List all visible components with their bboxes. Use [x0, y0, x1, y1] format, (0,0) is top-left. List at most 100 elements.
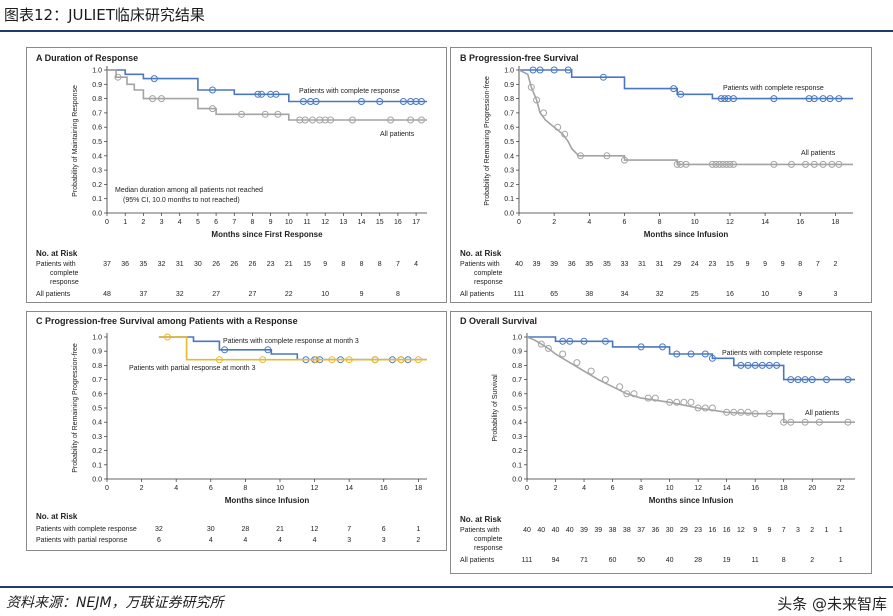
x-tick-label: 12 [321, 219, 329, 226]
y-tick-label: 0.0 [92, 211, 102, 218]
censor-mark [299, 98, 307, 105]
risk-count: 35 [585, 261, 593, 268]
x-tick-label: 16 [380, 485, 388, 492]
risk-count: 27 [212, 291, 220, 298]
risk-count: 28 [694, 557, 702, 564]
censor-mark [238, 110, 245, 118]
censor-mark [765, 361, 773, 369]
risk-count: 23 [694, 527, 702, 534]
risk-count: 40 [666, 557, 674, 564]
risk-count: 36 [121, 261, 129, 268]
censor-mark [407, 116, 415, 124]
y-tick-label: 0.1 [504, 196, 514, 203]
risk-count: 21 [285, 261, 293, 268]
series-label: All patients [805, 410, 840, 417]
risk-count: 9 [746, 261, 750, 268]
risk-count: 21 [276, 526, 284, 533]
risk-count: 24 [691, 261, 699, 268]
censor-mark [623, 390, 631, 398]
y-tick-label: 0.6 [512, 391, 522, 398]
y-tick-label: 0.4 [92, 420, 102, 427]
censor-mark [150, 75, 158, 83]
risk-count: 15 [726, 261, 734, 268]
risk-count: 30 [207, 526, 215, 533]
risk-count: 1 [825, 527, 829, 534]
censor-mark [722, 160, 730, 168]
x-tick-label: 8 [251, 219, 255, 226]
y-axis-label: Probability of Remaining Progression-fre… [72, 343, 79, 473]
risk-count: 36 [651, 527, 659, 534]
x-tick-label: 2 [552, 219, 556, 226]
censor-mark [301, 116, 309, 124]
risk-count: 6 [382, 526, 386, 533]
x-tick-label: 12 [311, 485, 319, 492]
risk-count: 31 [176, 261, 184, 268]
y-tick-label: 1.0 [512, 335, 522, 342]
x-tick-label: 14 [358, 219, 366, 226]
x-tick-label: 16 [796, 219, 804, 226]
panel-b-progression-free-survival: B Progression-free Survival 0.0 0.1 0.2 0.3 0… [450, 47, 872, 303]
risk-count: 9 [763, 261, 767, 268]
censor-mark [810, 160, 818, 168]
risk-count: 40 [552, 527, 560, 534]
risk-count: 4 [313, 537, 317, 544]
x-tick-label: 18 [832, 219, 840, 226]
censor-mark [637, 343, 645, 351]
risk-count: 30 [194, 261, 202, 268]
y-tick-label: 0.2 [504, 182, 514, 189]
risk-count: 16 [723, 527, 731, 534]
risk-table-header: No. at Risk [460, 515, 502, 524]
censor-mark [387, 116, 395, 124]
km-curve-blue [107, 69, 427, 103]
risk-row-label-line: complete [50, 270, 79, 277]
censor-mark [794, 376, 802, 384]
censor-mark [730, 408, 738, 416]
risk-count: 60 [609, 557, 617, 564]
risk-count: 71 [580, 557, 588, 564]
y-tick-label: 0.7 [512, 377, 522, 384]
risk-count: 40 [523, 527, 531, 534]
x-tick-label: 8 [658, 219, 662, 226]
censor-mark [349, 116, 356, 124]
censor-mark [673, 350, 681, 358]
x-axis-label: Months since First Response [211, 230, 323, 239]
risk-count: 8 [782, 557, 786, 564]
risk-count: 4 [414, 261, 418, 268]
risk-table-header: No. at Risk [36, 249, 78, 258]
x-tick-label: 18 [414, 485, 422, 492]
risk-count: 27 [249, 291, 257, 298]
risk-count: 32 [176, 291, 184, 298]
y-tick-label: 0.9 [92, 349, 102, 356]
censor-mark [566, 337, 574, 345]
censor-mark [577, 152, 584, 160]
x-tick-label: 17 [412, 219, 420, 226]
censor-mark [616, 383, 624, 391]
censor-mark [744, 408, 752, 416]
x-tick-label: 4 [174, 485, 178, 492]
y-tick-label: 0.9 [504, 82, 514, 89]
series-label: Patients with complete response at month… [223, 338, 359, 345]
risk-row-label-line: Patients with [460, 527, 500, 534]
censor-mark [580, 337, 588, 345]
x-tick-label: 20 [808, 485, 816, 492]
km-curve-blue [519, 69, 853, 100]
risk-count: 23 [708, 261, 716, 268]
censor-mark [808, 376, 816, 384]
risk-count: 7 [782, 527, 786, 534]
censor-mark [327, 116, 335, 124]
panel-title: D Overall Survival [460, 316, 537, 326]
censor-mark [114, 73, 122, 81]
risk-count: 4 [243, 537, 247, 544]
series-label: Patients with complete response [723, 85, 824, 92]
risk-count: 38 [585, 291, 593, 298]
x-tick-label: 2 [554, 485, 558, 492]
risk-count: 39 [594, 527, 602, 534]
risk-count: 39 [550, 261, 558, 268]
risk-count: 11 [752, 557, 759, 564]
censor-mark [673, 398, 681, 406]
risk-count: 1 [416, 526, 420, 533]
x-tick-label: 5 [196, 219, 200, 226]
x-axis-label: Months since Infusion [649, 496, 734, 505]
censor-mark [712, 160, 720, 168]
risk-count: 4 [209, 537, 213, 544]
